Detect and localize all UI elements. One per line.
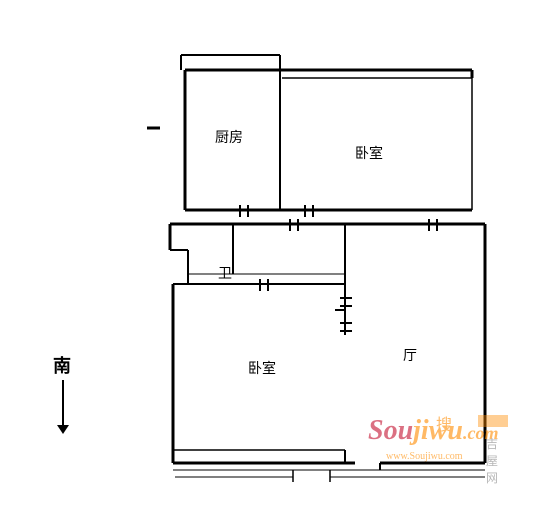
room-label-bedroom1: 卧室	[355, 143, 383, 163]
watermark: 搜 Soujiwu.com 吉屋网 www.Soujiwu.com	[368, 415, 498, 447]
watermark-cn2: 吉屋网	[486, 435, 498, 486]
room-label-bathroom: 卫	[218, 263, 232, 283]
room-label-bedroom2: 卧室	[248, 358, 276, 378]
compass-south-label: 南	[53, 352, 71, 378]
watermark-jiwu: jiwu	[413, 415, 463, 446]
room-label-living: 厅	[403, 345, 417, 365]
watermark-sou: Sou	[368, 415, 413, 446]
watermark-url: www.Soujiwu.com	[386, 451, 463, 462]
room-label-kitchen: 厨房	[215, 127, 243, 147]
compass-arrow-head	[57, 425, 69, 434]
